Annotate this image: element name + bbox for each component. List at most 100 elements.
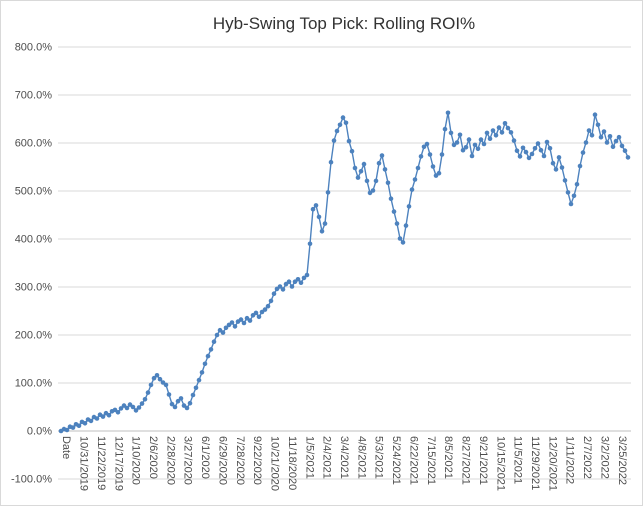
- data-point-marker: [502, 121, 508, 126]
- data-point-marker: [484, 130, 490, 136]
- data-point-marker: [427, 152, 433, 157]
- data-point-marker: [145, 390, 151, 395]
- y-axis-tick-label: 700.0%: [15, 90, 53, 102]
- data-point-marker: [325, 190, 331, 195]
- data-point-marker: [580, 150, 586, 155]
- data-point-marker: [529, 151, 535, 157]
- data-point-marker: [457, 132, 463, 138]
- data-point-marker: [256, 314, 262, 320]
- data-point-marker: [541, 153, 547, 159]
- data-point-marker: [151, 375, 157, 381]
- data-point-marker: [358, 169, 364, 174]
- data-point-marker: [391, 209, 397, 214]
- data-point-marker: [490, 128, 496, 133]
- data-point-marker: [202, 361, 208, 367]
- data-point-marker: [295, 277, 301, 282]
- data-point-marker: [568, 201, 574, 207]
- data-point-marker: [70, 425, 76, 430]
- data-point-marker: [403, 223, 409, 228]
- data-point-marker: [400, 240, 406, 245]
- data-point-marker: [157, 376, 163, 382]
- x-axis-tick-label: 11/5/2021: [512, 436, 524, 484]
- y-axis-tick-labels: 800.0% 700.0% 600.0% 500.0% 400.0% 300.0% 200.…: [11, 42, 52, 486]
- data-point-marker: [334, 128, 340, 134]
- data-point-marker: [589, 133, 595, 138]
- gridline-group: [58, 46, 631, 480]
- data-point-marker: [397, 236, 403, 241]
- x-axis-tick-label: 12/17/2019: [112, 436, 124, 491]
- data-point-marker: [277, 284, 283, 289]
- data-point-marker: [499, 130, 505, 135]
- data-point-marker: [64, 427, 70, 433]
- x-axis-tick-label: 3/4/2021: [338, 436, 350, 479]
- data-point-marker: [262, 307, 268, 312]
- data-point-marker: [364, 178, 370, 184]
- data-series-layer: [58, 110, 631, 434]
- data-point-marker: [211, 339, 217, 345]
- data-point-marker: [223, 325, 229, 331]
- data-point-marker: [187, 400, 193, 406]
- data-point-marker: [169, 401, 175, 407]
- data-point-marker: [565, 190, 571, 195]
- data-point-marker: [133, 408, 139, 413]
- x-axis-tick-label: 10/15/2021: [494, 436, 506, 491]
- data-point-marker: [424, 141, 430, 147]
- data-point-marker: [475, 146, 481, 152]
- data-point-marker: [289, 284, 295, 289]
- data-point-marker: [178, 396, 184, 401]
- data-point-marker: [355, 175, 361, 180]
- data-point-marker: [466, 137, 472, 142]
- data-point-marker: [214, 332, 220, 338]
- data-point-marker: [445, 110, 451, 116]
- x-axis-tick-label: 3/2/2022: [598, 436, 610, 479]
- x-axis-tick-label: 5/24/2021: [390, 436, 402, 485]
- x-axis-tick-label: 9/22/2020: [251, 436, 263, 485]
- x-axis-tick-label: Date: [60, 436, 72, 459]
- data-point-marker: [463, 145, 469, 150]
- data-point-marker: [418, 154, 424, 159]
- data-point-marker: [394, 221, 400, 226]
- data-point-marker: [550, 160, 556, 166]
- data-point-marker: [520, 145, 526, 151]
- data-point-marker: [319, 229, 325, 234]
- data-point-marker: [370, 188, 376, 193]
- data-point-marker: [595, 122, 601, 128]
- data-point-marker: [163, 382, 169, 388]
- data-point-marker: [232, 324, 238, 329]
- data-point-marker: [130, 404, 136, 410]
- x-axis-tick-label: 8/27/2021: [460, 436, 472, 485]
- x-axis-tick-label: 4/8/2021: [355, 436, 367, 479]
- data-point-marker: [481, 141, 487, 147]
- x-axis-tick-label: 3/27/2020: [182, 436, 194, 485]
- data-point-marker: [622, 148, 628, 153]
- data-point-marker: [583, 140, 589, 145]
- data-point-marker: [625, 155, 631, 160]
- data-point-marker: [199, 370, 205, 375]
- x-axis-tick-label: 2/7/2022: [581, 436, 593, 479]
- data-point-marker: [526, 155, 532, 161]
- data-point-marker: [382, 167, 388, 172]
- data-point-marker: [238, 317, 244, 322]
- data-point-marker: [601, 129, 607, 134]
- data-point-marker: [607, 134, 613, 139]
- chart-title: Hyb-Swing Top Pick: Rolling ROI%: [213, 14, 475, 33]
- y-axis-tick-label: 400.0%: [15, 234, 53, 246]
- data-point-marker: [265, 303, 271, 309]
- x-axis-tick-label: 6/22/2021: [407, 436, 419, 485]
- x-axis-tick-label: 2/28/2020: [164, 436, 176, 485]
- x-axis-tick-label: 11/29/2021: [529, 436, 541, 490]
- data-point-marker: [88, 418, 94, 424]
- data-point-marker: [136, 405, 142, 410]
- data-point-marker: [94, 416, 100, 421]
- data-point-marker: [388, 196, 394, 201]
- data-point-marker: [556, 155, 562, 160]
- x-axis-tick-label: 2/4/2021: [321, 436, 333, 479]
- data-point-marker: [430, 164, 436, 169]
- data-point-marker: [511, 138, 517, 143]
- data-point-marker: [322, 221, 328, 226]
- data-point-marker: [100, 414, 106, 419]
- data-point-marker: [448, 130, 454, 136]
- data-point-marker: [493, 133, 499, 138]
- data-point-marker: [439, 152, 445, 157]
